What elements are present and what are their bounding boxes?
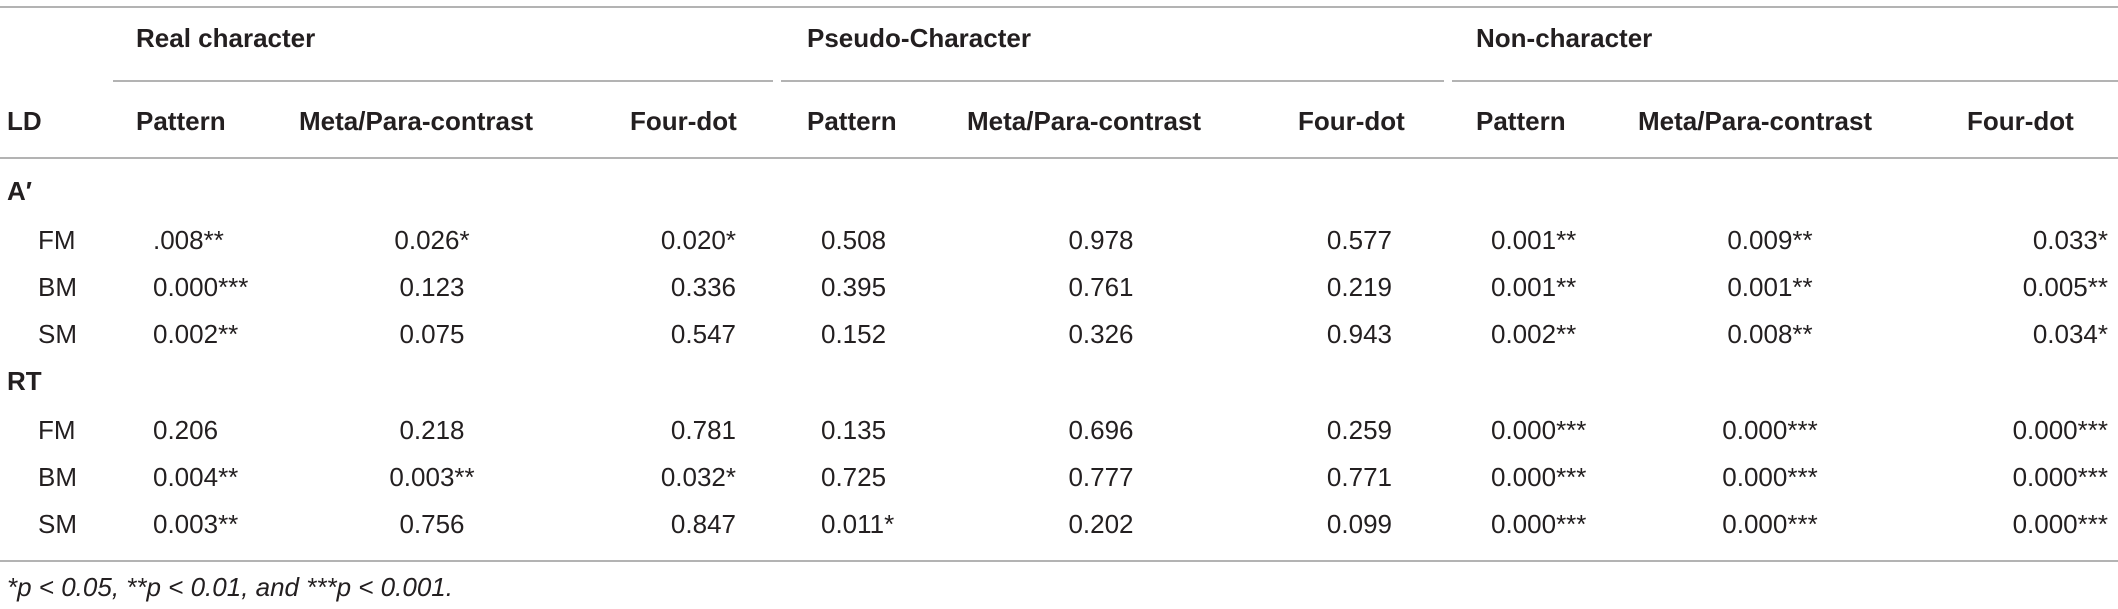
column-header: Pattern [1476,106,1566,136]
cell: 0.847 [671,509,736,539]
cell: 0.547 [671,319,736,349]
cell: 0.000*** [1722,509,1817,539]
column-header: Four-dot [1967,106,2074,136]
cell: 0.206 [153,415,218,445]
cell: 0.761 [1068,272,1133,302]
cell: 0.003** [153,509,238,539]
cell: 0.004** [153,462,238,492]
cell: 0.000*** [2013,415,2108,445]
column-header: Meta/Para-contrast [967,106,1201,136]
cell: 0.000*** [1491,415,1586,445]
row-label: SM [38,509,77,539]
cell: 0.943 [1327,319,1392,349]
cell: 0.771 [1327,462,1392,492]
cell: 0.756 [399,509,464,539]
row-label: SM [38,319,77,349]
cell: 0.259 [1327,415,1392,445]
cell: 0.336 [671,272,736,302]
column-header: Pattern [136,106,226,136]
group-header: Non-character [1476,23,1652,53]
row-label: FM [38,415,76,445]
group-header: Real character [136,23,315,53]
cell: 0.696 [1068,415,1133,445]
cell: .008** [153,225,224,255]
cell: 0.032* [661,462,736,492]
column-header: Meta/Para-contrast [299,106,533,136]
cell: 0.725 [821,462,886,492]
cell: 0.075 [399,319,464,349]
cell: 0.152 [821,319,886,349]
cell: 0.009** [1727,225,1812,255]
cell: 0.001** [1491,225,1576,255]
cell: 0.000*** [1722,415,1817,445]
cell: 0.202 [1068,509,1133,539]
cell: 0.218 [399,415,464,445]
section-label: A′ [7,176,32,206]
cell: 0.005** [2023,272,2108,302]
cell: 0.011* [821,509,894,539]
cell: 0.978 [1068,225,1133,255]
cell: 0.508 [821,225,886,255]
cell: 0.033* [2033,225,2108,255]
cell: 0.781 [671,415,736,445]
column-header: Four-dot [1298,106,1405,136]
corner-label: LD [7,106,42,136]
cell: 0.002** [1491,319,1576,349]
cell: 0.020* [661,225,736,255]
cell: 0.008** [1727,319,1812,349]
cell: 0.000*** [153,272,248,302]
cell: 0.001** [1491,272,1576,302]
row-label: FM [38,225,76,255]
cell: 0.001** [1727,272,1812,302]
cell: 0.099 [1327,509,1392,539]
cell: 0.000*** [2013,462,2108,492]
cell: 0.000*** [2013,509,2108,539]
cell: 0.000*** [1491,509,1586,539]
row-label: BM [38,272,77,302]
footnote: *p < 0.05, **p < 0.01, and ***p < 0.001. [7,572,453,602]
section-label: RT [7,366,42,396]
cell: 0.000*** [1491,462,1586,492]
cell: 0.002** [153,319,238,349]
cell: 0.000*** [1722,462,1817,492]
cell: 0.026* [394,225,469,255]
column-header: Pattern [807,106,897,136]
column-header: Meta/Para-contrast [1638,106,1872,136]
cell: 0.135 [821,415,886,445]
cell: 0.003** [389,462,474,492]
cell: 0.326 [1068,319,1133,349]
cell: 0.219 [1327,272,1392,302]
cell: 0.395 [821,272,886,302]
column-header: Four-dot [630,106,737,136]
cell: 0.034* [2033,319,2108,349]
row-label: BM [38,462,77,492]
cell: 0.777 [1068,462,1133,492]
cell: 0.577 [1327,225,1392,255]
cell: 0.123 [399,272,464,302]
group-header: Pseudo-Character [807,23,1031,53]
